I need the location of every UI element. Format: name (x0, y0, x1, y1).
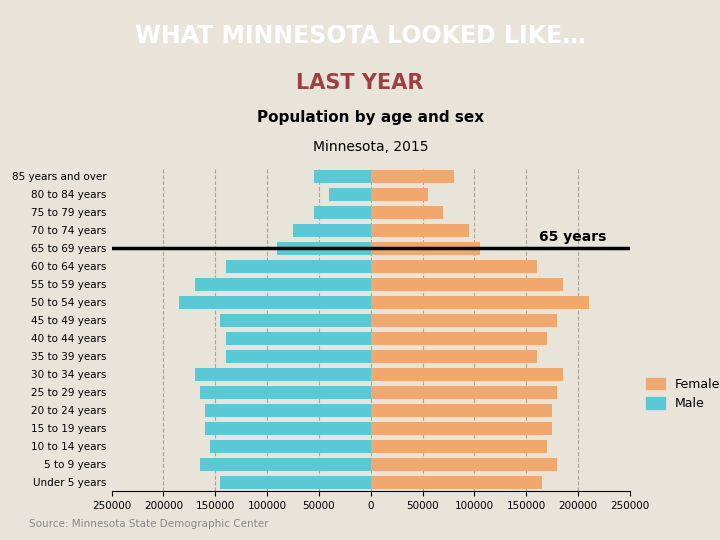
Bar (194, 368, 371, 381)
Bar (371, 386, 557, 399)
Bar (205, 422, 371, 435)
Bar (371, 368, 562, 381)
Bar (371, 278, 562, 291)
Bar (225, 350, 371, 363)
Bar (293, 224, 371, 237)
Bar (371, 260, 536, 273)
Bar (225, 260, 371, 273)
Bar (277, 242, 371, 255)
Bar (371, 188, 428, 201)
Bar (225, 332, 371, 345)
Bar (194, 278, 371, 291)
Bar (329, 188, 371, 201)
Bar (205, 404, 371, 417)
Bar (371, 404, 552, 417)
Bar (210, 440, 371, 453)
Text: WHAT MINNESOTA LOOKED LIKE…: WHAT MINNESOTA LOOKED LIKE… (135, 24, 585, 48)
Bar (371, 332, 547, 345)
Bar (371, 476, 542, 489)
Bar (220, 476, 371, 489)
Legend: Female, Male: Female, Male (642, 373, 720, 415)
Bar (179, 296, 371, 309)
Bar (314, 170, 371, 183)
Bar (371, 170, 454, 183)
Bar (371, 242, 480, 255)
Text: Minnesota, 2015: Minnesota, 2015 (313, 140, 428, 154)
Bar (371, 296, 588, 309)
Text: Source: Minnesota State Demographic Center: Source: Minnesota State Demographic Cent… (29, 519, 269, 529)
Bar (314, 206, 371, 219)
Text: Population by age and sex: Population by age and sex (257, 110, 485, 125)
Bar (371, 206, 444, 219)
Bar (220, 314, 371, 327)
Bar (371, 458, 557, 471)
Bar (371, 440, 547, 453)
Bar (199, 458, 371, 471)
Bar (371, 314, 557, 327)
Text: 65 years: 65 years (539, 230, 607, 244)
Bar (371, 422, 552, 435)
Text: LAST YEAR: LAST YEAR (297, 73, 423, 93)
Bar (371, 350, 536, 363)
Bar (371, 224, 469, 237)
Bar (199, 386, 371, 399)
